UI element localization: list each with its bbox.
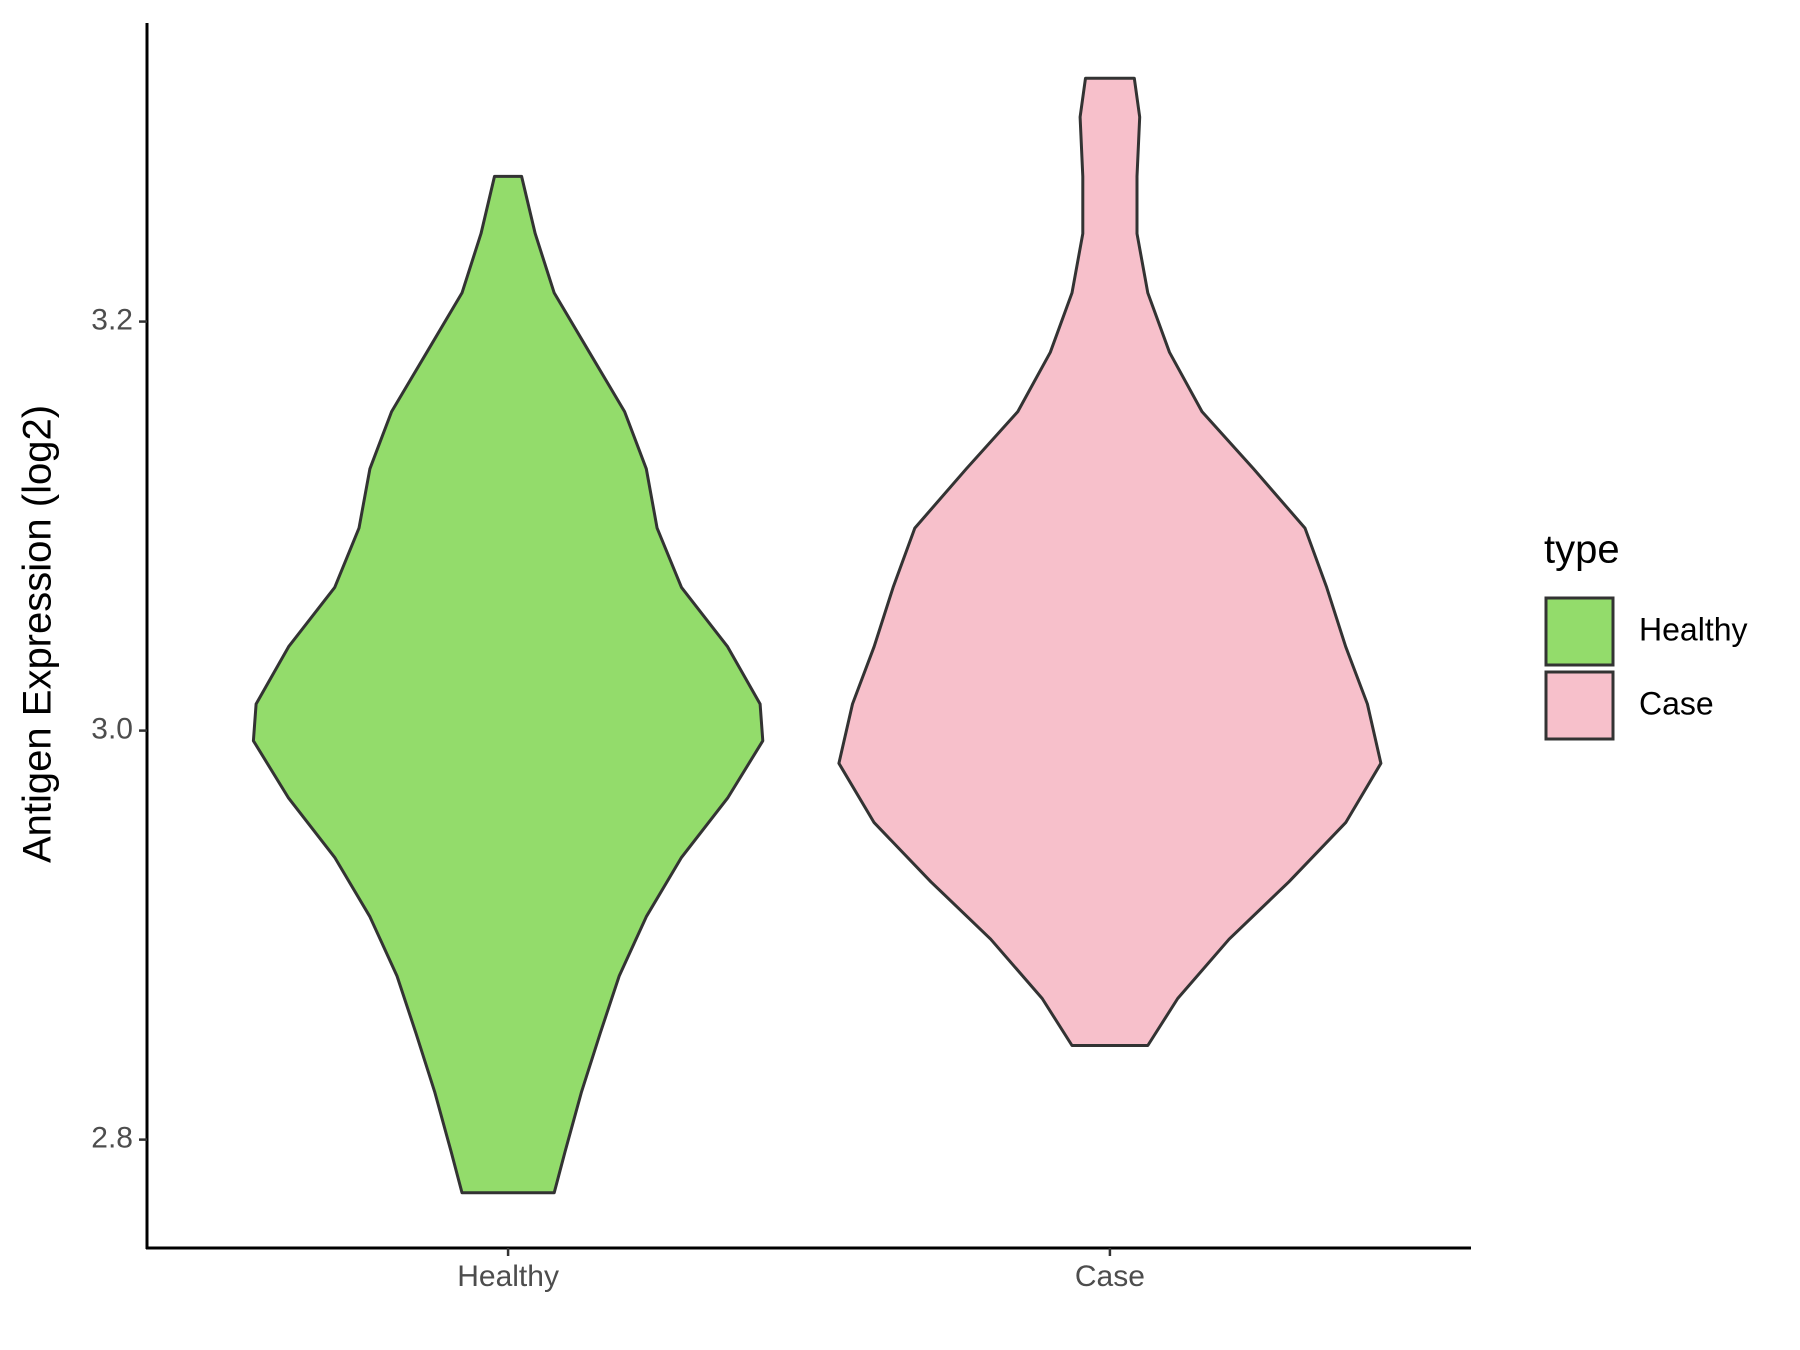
- legend-label: Case: [1639, 685, 1714, 721]
- y-tick-label: 3.2: [91, 304, 133, 337]
- legend-label: Healthy: [1639, 611, 1748, 647]
- x-tick-label: Healthy: [457, 1260, 559, 1293]
- violin: [837, 76, 1383, 1047]
- y-tick-label: 2.8: [91, 1122, 133, 1155]
- legend-key: [1544, 596, 1615, 667]
- legend-title: type: [1544, 528, 1620, 572]
- y-tick-label: 3.0: [91, 713, 133, 746]
- x-tick-label: Case: [1075, 1260, 1145, 1293]
- legend-key: [1544, 670, 1615, 741]
- y-axis-title: Antigen Expression (log2): [16, 405, 60, 863]
- violin: [251, 174, 765, 1195]
